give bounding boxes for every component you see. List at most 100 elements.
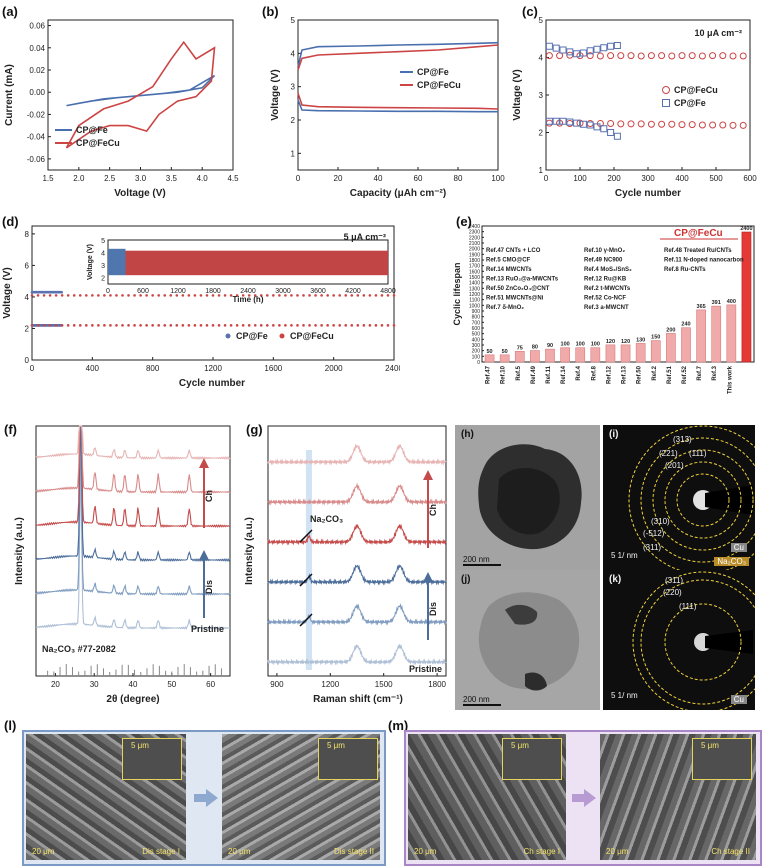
category-label: Ref.47 <box>486 365 492 384</box>
data-point <box>30 294 34 297</box>
data-point <box>374 294 378 297</box>
data-point <box>253 294 257 297</box>
data-point <box>739 121 747 129</box>
xrd-pattern-line <box>35 425 231 494</box>
bar <box>484 354 495 363</box>
panel-b-label: (b) <box>262 4 279 19</box>
y-tick-label: 0.06 <box>29 22 45 31</box>
data-point <box>278 294 281 297</box>
bar-value-label: 50 <box>502 349 508 355</box>
y-tick-label: -0.04 <box>27 133 46 142</box>
y-tick-label: 800 <box>472 315 481 321</box>
sem-dis-stage-2: 5 μm 20 μm Dis stage II <box>222 734 380 860</box>
category-label: This work <box>727 365 733 394</box>
inset-band-cpfe <box>108 248 126 276</box>
reference-entry: Ref.12 Ru@KB <box>584 277 627 283</box>
scale-bar-k: 5 1/ nm <box>611 691 638 700</box>
reference-entry: Ref.48 Treated Ru/CNTs <box>664 248 732 254</box>
data-point <box>284 294 287 297</box>
x-tick-label: 2.0 <box>73 174 85 183</box>
bar <box>499 354 510 363</box>
y-tick-label: 5 <box>291 16 296 25</box>
scale-bar-4: 20 μm <box>606 847 629 856</box>
data-point <box>380 324 384 327</box>
data-point <box>103 294 106 297</box>
data-point <box>217 294 221 297</box>
data-point <box>272 324 275 327</box>
sem-ch-stage-2: 5 μm 20 μm Ch stage II <box>600 734 756 860</box>
voltage-profile-line <box>297 41 499 67</box>
raman-spectrum-line <box>267 523 447 546</box>
data-point <box>139 294 142 297</box>
data-point <box>78 324 82 327</box>
data-point <box>559 117 567 125</box>
data-point <box>678 121 686 129</box>
xrd-chart: 20 30 40 50 60 Na₂CO₃ #77-2082 Pristine Dis … <box>14 425 231 705</box>
data-point <box>115 324 118 327</box>
sem-ch-stage-1: 5 μm 20 μm Ch stage I <box>408 734 566 860</box>
y-tick-label: 1200 <box>469 292 480 298</box>
current-density-label: 5 μA cm⁻² <box>344 232 386 242</box>
data-point <box>60 290 63 294</box>
panel-d: (d) 0400800120016002000240002468 0600120… <box>0 212 403 390</box>
legend-marker-cpfecu <box>279 333 285 339</box>
data-point <box>163 294 167 297</box>
reference-entry: Ref.8 Ru-CNTs <box>664 267 706 273</box>
data-point <box>627 52 635 60</box>
scale-bar-h: 200 nm <box>463 555 490 564</box>
data-point <box>91 294 94 297</box>
y-tick-label: 2000 <box>469 247 480 253</box>
bar-value-label: 2400 <box>740 226 752 232</box>
category-label: Ref.10 <box>501 365 507 384</box>
cv-series-line <box>65 40 216 149</box>
data-point <box>78 294 82 297</box>
reference-entry: Ref.14 MWCNTs <box>486 267 532 273</box>
data-point <box>121 294 124 297</box>
inset-x-tick-label: 0 <box>106 288 110 295</box>
panel-h-label: (h) <box>461 429 474 440</box>
data-point <box>719 52 727 60</box>
data-point <box>593 45 601 53</box>
scale-bar-line-h <box>463 564 501 566</box>
inset-x-tick-label: 4200 <box>345 288 361 295</box>
y-tick-label: 1700 <box>469 264 480 270</box>
reference-entry: Ref.11 N-doped nanocarbon <box>664 258 744 264</box>
data-point <box>48 324 52 327</box>
panel-g: (g) 900 1200 1500 1800 Na₂CO₃ Pristine Dis … <box>240 418 452 710</box>
bar <box>711 305 722 363</box>
data-point <box>647 120 655 128</box>
cv-series-line <box>66 74 216 107</box>
reference-entry: Ref.47 CNTs + LCO <box>486 248 541 254</box>
data-point <box>121 324 124 327</box>
data-point <box>229 324 233 327</box>
scale-bar-j: 200 nm <box>463 695 490 704</box>
category-label: Ref.8 <box>591 365 597 380</box>
pristine-label: Pristine <box>409 664 442 674</box>
bar-value-label: 100 <box>561 342 570 348</box>
y-tick-label: 2 <box>25 324 30 333</box>
x-tick-label: 4.0 <box>197 174 209 183</box>
y-tick-label: 1000 <box>469 303 480 309</box>
ring-310: (310) <box>651 517 670 526</box>
data-point <box>698 121 706 129</box>
data-point <box>729 52 737 60</box>
y-tick-label: 500 <box>472 332 481 338</box>
data-point <box>356 294 360 297</box>
xrd-pattern-line <box>35 463 231 630</box>
saed-rings-i <box>603 425 755 570</box>
data-point <box>109 324 112 327</box>
arrow-1 <box>299 529 313 543</box>
panel-m-label: (m) <box>388 718 409 733</box>
data-point <box>127 324 130 327</box>
panel-c: (c) 0 100 200 300 400 500 600 1 2 3 4 5 10 μA cm⁻² … <box>510 0 762 210</box>
data-point <box>302 294 305 297</box>
data-point <box>545 52 553 60</box>
x-tick-label: 60 <box>206 680 215 689</box>
y-tick-label: 4 <box>25 293 30 302</box>
data-point <box>66 294 70 297</box>
bar-value-label: 365 <box>697 304 706 310</box>
panel-e-label: (e) <box>456 214 472 229</box>
data-point <box>91 324 94 327</box>
category-label: Ref.2 <box>652 365 658 380</box>
data-point <box>235 324 239 327</box>
